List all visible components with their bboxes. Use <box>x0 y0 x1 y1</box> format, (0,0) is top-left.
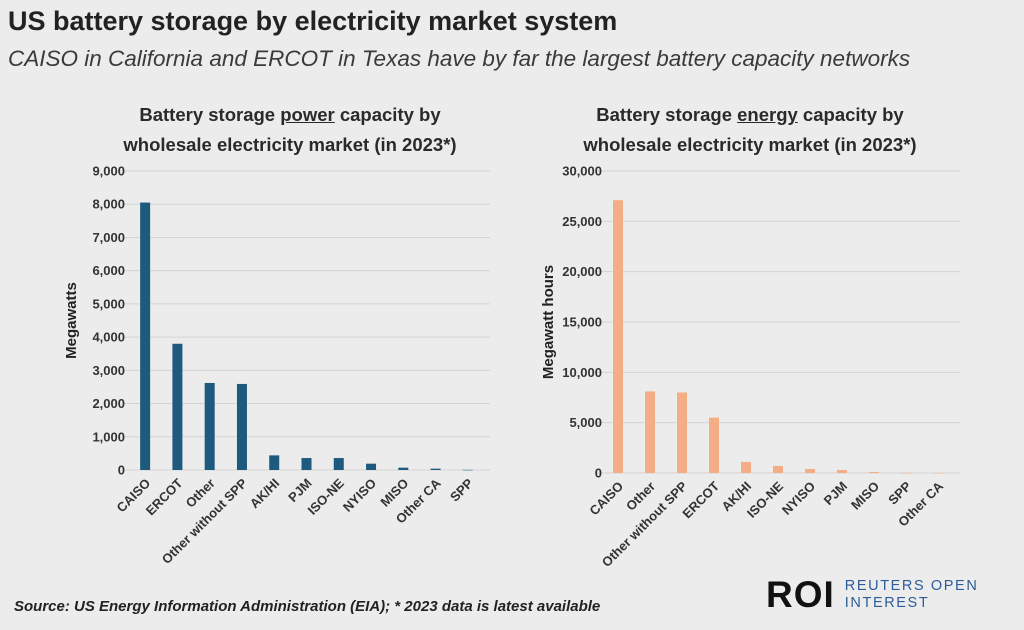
power-bar-caiso <box>140 202 151 471</box>
energy-category-label: PJM <box>821 479 851 509</box>
page-subtitle: CAISO in California and ERCOT in Texas h… <box>8 46 911 71</box>
power-title-emph: power <box>280 104 335 125</box>
energy-ytick-label: 25,000 <box>562 214 602 229</box>
power-category-label: AK/HI <box>247 476 283 512</box>
power-bar-ercot <box>172 343 183 470</box>
power-ytick-label: 9,000 <box>92 164 125 179</box>
power-ytick-label: 5,000 <box>92 296 125 311</box>
power-category-label: SPP <box>447 475 476 504</box>
energy-ylabel: Megawatt hours <box>540 265 557 379</box>
power-ytick-label: 4,000 <box>92 330 125 345</box>
power-ytick-label: 6,000 <box>92 263 125 278</box>
energy-bar-ercot <box>709 417 719 473</box>
power-bar-nyiso <box>366 463 377 470</box>
energy-bar-other <box>645 391 655 473</box>
energy-ytick-label: 5,000 <box>569 415 602 430</box>
power-bar-pjm <box>301 458 312 470</box>
roi-logo: ROI REUTERS OPEN INTEREST <box>766 574 978 616</box>
energy-category-label: NYISO <box>779 479 818 518</box>
energy-bar-caiso <box>613 200 623 473</box>
power-ytick-label: 0 <box>118 463 125 478</box>
power-ytick-label: 3,000 <box>92 363 125 378</box>
power-bar-spp <box>462 469 473 471</box>
logo-line2: INTEREST <box>844 595 930 611</box>
energy-category-label: MISO <box>848 479 882 513</box>
power-title-pre: Battery storage <box>139 104 281 125</box>
energy-bar-other-ca <box>933 472 943 474</box>
energy-chart-title: Battery storage energy capacity by whole… <box>530 100 970 160</box>
energy-bar-other-without-spp <box>677 392 687 473</box>
energy-title-pre: Battery storage <box>596 104 738 125</box>
energy-title-post: capacity by <box>797 104 904 125</box>
power-bar-other-ca <box>430 468 441 470</box>
power-ytick-label: 2,000 <box>92 396 125 411</box>
power-ytick-label: 1,000 <box>92 429 125 444</box>
source-note: Source: US Energy Information Administra… <box>14 598 601 615</box>
power-ylabel: Megawatts <box>63 282 80 359</box>
power-title-post: capacity by <box>334 104 441 125</box>
power-ytick-label: 7,000 <box>92 230 125 245</box>
energy-ytick-label: 0 <box>595 466 602 481</box>
energy-bar-spp <box>901 472 911 474</box>
power-bar-other-without-spp <box>236 383 247 470</box>
energy-ytick-label: 10,000 <box>562 365 602 380</box>
power-title-line2: wholesale electricity market (in 2023*) <box>123 134 457 155</box>
energy-title-line2: wholesale electricity market (in 2023*) <box>583 134 917 155</box>
logo-line1: REUTERS OPEN <box>844 578 979 594</box>
power-bar-ak-hi <box>269 455 280 470</box>
energy-category-label: ISO-NE <box>744 478 787 521</box>
logo-text: REUTERS OPEN INTEREST <box>845 578 979 612</box>
energy-ytick-label: 20,000 <box>562 264 602 279</box>
logo-mark: ROI <box>766 574 835 615</box>
power-category-label: ISO-NE <box>305 475 348 518</box>
energy-ytick-label: 15,000 <box>562 315 602 330</box>
power-chart-title: Battery storage power capacity by wholes… <box>70 100 510 160</box>
power-bar-other <box>204 382 215 470</box>
energy-bar-nyiso <box>805 468 815 473</box>
power-bar-iso-ne <box>333 458 344 470</box>
energy-title-emph: energy <box>737 104 798 125</box>
power-ytick-label: 8,000 <box>92 197 125 212</box>
energy-bar-iso-ne <box>773 465 783 473</box>
energy-bar-miso <box>869 471 879 473</box>
power-category-label: ERCOT <box>143 475 186 518</box>
page-title: US battery storage by electricity market… <box>8 6 618 36</box>
power-bar-miso <box>398 467 409 470</box>
energy-ytick-label: 30,000 <box>562 164 602 179</box>
energy-bar-pjm <box>837 469 847 473</box>
energy-category-label: CAISO <box>586 479 626 519</box>
energy-bar-ak-hi <box>741 461 751 473</box>
power-category-label: NYISO <box>340 476 379 515</box>
